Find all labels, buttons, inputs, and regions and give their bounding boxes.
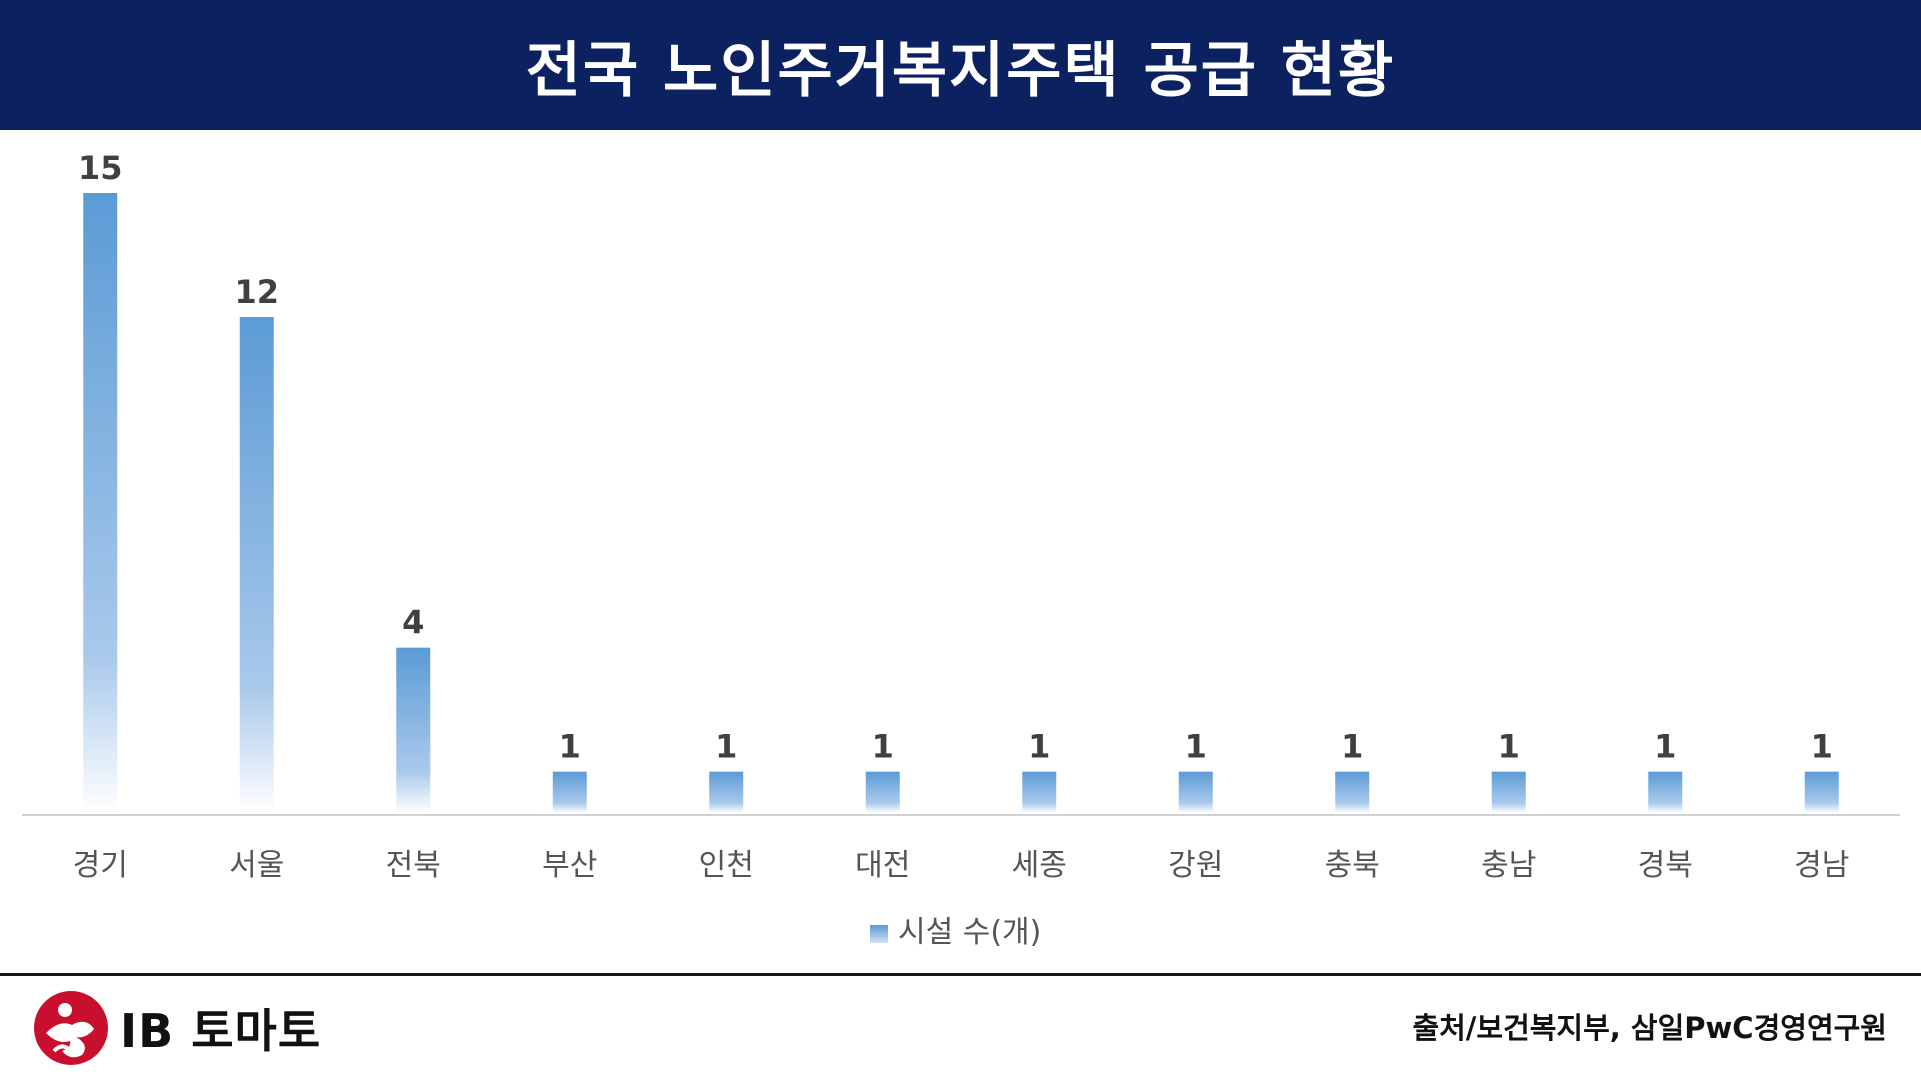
x-tick-label-충남: 충남 [1481,848,1536,883]
data-label-경기: 15 [78,149,123,187]
x-tick-label-대전: 대전 [855,848,910,883]
bar-부산 [552,771,587,813]
data-label-대전: 1 [872,728,894,766]
x-tick-labels-group: 경기 서울 전북 부산 인천 대전 세종 강원 충북 충남 경북 경남 [73,848,1850,883]
x-tick-label-서울: 서울 [229,848,284,883]
data-labels-group: 15 12 4 1 1 1 1 1 1 1 1 1 [78,149,1833,766]
source-note: 출처/보건복지부, 삼일PwC경영연구원 [1412,1011,1887,1045]
bar-서울 [239,317,274,813]
footer-divider [0,973,1921,976]
data-label-서울: 12 [234,273,279,311]
data-label-인천: 1 [715,728,737,766]
legend-swatch [870,925,888,943]
title-bar: 전국 노인주거복지주택 공급 현황 [0,0,1921,130]
x-tick-label-경남: 경남 [1794,848,1849,883]
bar-세종 [1022,771,1057,813]
bar-충남 [1491,771,1526,813]
ib-tomato-logo: IB 토마토 [32,985,321,1070]
x-tick-label-충북: 충북 [1325,848,1380,883]
bar-경기 [83,193,118,813]
logo-mark-icon [34,990,108,1065]
x-tick-label-경기: 경기 [73,848,128,883]
bar-경북 [1648,771,1683,813]
x-tick-label-전북: 전북 [386,848,441,883]
x-tick-label-부산: 부산 [542,848,597,883]
x-tick-label-경북: 경북 [1638,848,1693,883]
bar-강원 [1178,771,1213,813]
bar-인천 [709,771,744,813]
x-tick-label-강원: 강원 [1168,848,1223,883]
x-tick-label-세종: 세종 [1012,848,1067,883]
data-label-충남: 1 [1498,728,1520,766]
data-label-충북: 1 [1341,728,1363,766]
logo-text: IB 토마토 [120,1003,322,1058]
bar-경남 [1804,771,1839,813]
data-label-경북: 1 [1654,728,1676,766]
data-label-강원: 1 [1185,728,1207,766]
bar-대전 [865,771,900,813]
x-tick-label-인천: 인천 [699,848,754,883]
bar-전북 [396,647,431,813]
bar-충북 [1335,771,1370,813]
data-label-전북: 4 [402,604,424,642]
bars-group [83,193,1839,813]
data-label-세종: 1 [1028,728,1050,766]
data-label-부산: 1 [559,728,581,766]
legend-label: 시설 수(개) [898,915,1041,950]
chart-title: 전국 노인주거복지주택 공급 현황 [525,35,1396,106]
data-label-경남: 1 [1811,728,1833,766]
legend: 시설 수(개) [870,915,1041,950]
